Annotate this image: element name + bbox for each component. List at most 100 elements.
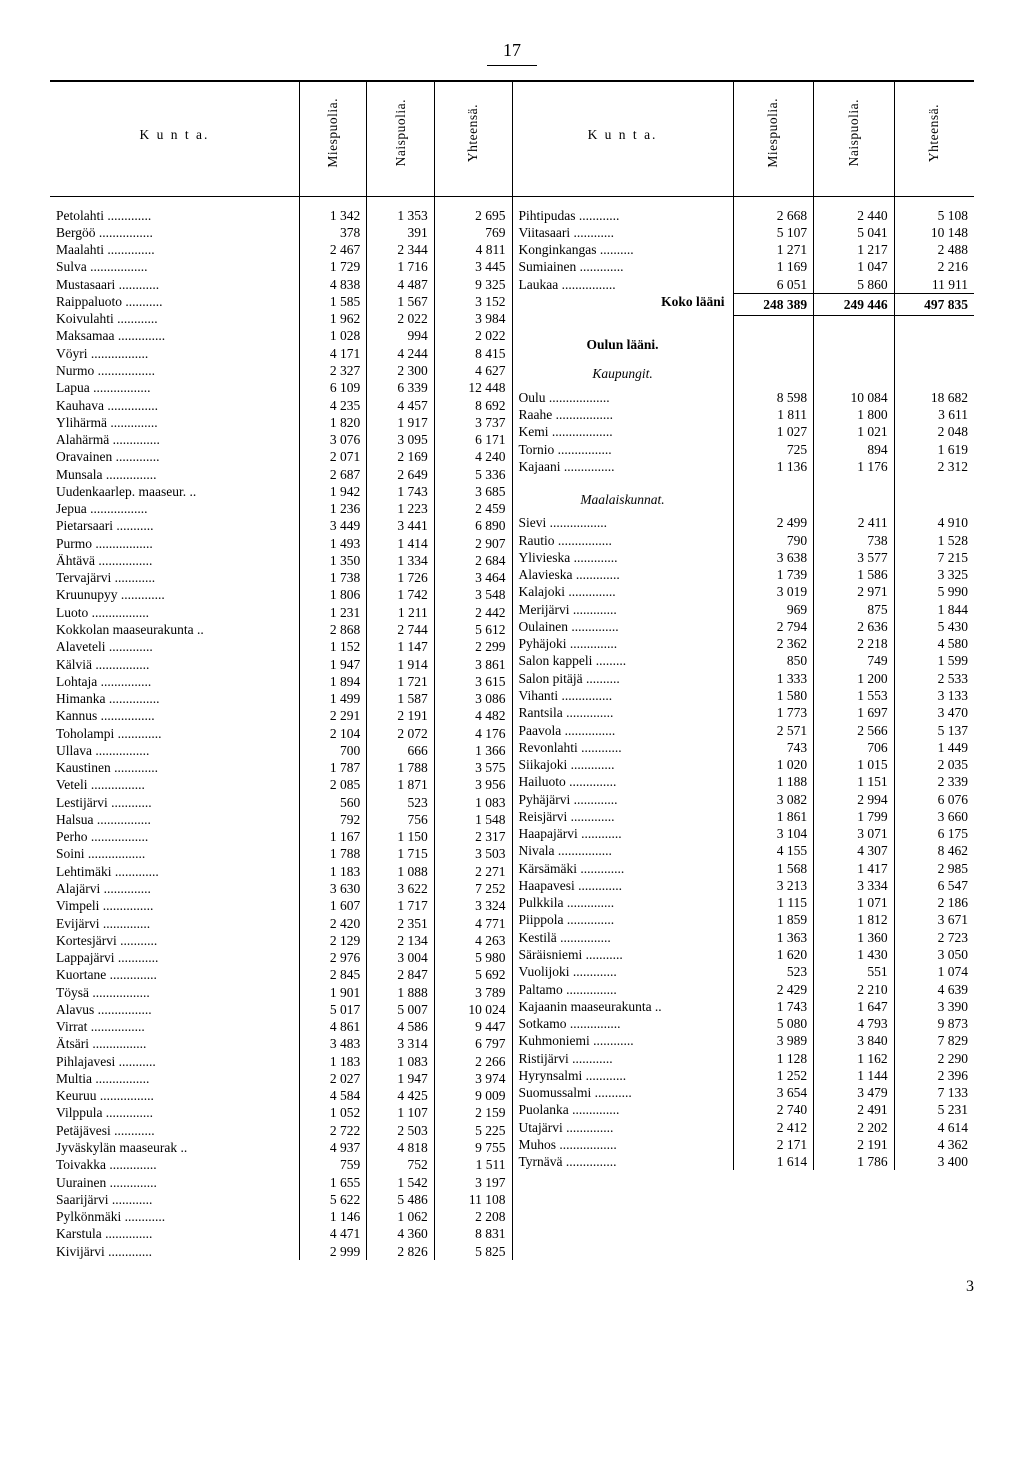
row-yht: 5 980 xyxy=(434,949,511,966)
row-yht: 3 671 xyxy=(894,911,974,928)
row-yht: 9 447 xyxy=(434,1018,511,1035)
row-name: Kalajoki .............. xyxy=(513,583,734,600)
table-row: Vihanti ...............1 5801 5533 133 xyxy=(513,687,975,704)
row-nais: 1 697 xyxy=(814,704,895,721)
table-row: Toivakka ..............7597521 511 xyxy=(50,1156,512,1173)
row-name: Lapua ................. xyxy=(50,379,299,396)
row-name: Puolanka .............. xyxy=(513,1101,734,1118)
row-name: Kruunupyy ............. xyxy=(50,586,299,603)
row-name: Kauhava ............... xyxy=(50,397,299,414)
row-mies: 850 xyxy=(733,652,814,669)
row-nais: 2 218 xyxy=(814,635,895,652)
section-label: Oulun lääni. xyxy=(513,326,734,359)
row-yht: 3 660 xyxy=(894,808,974,825)
row-mies: 2 412 xyxy=(733,1119,814,1136)
row-mies: 1 493 xyxy=(299,535,366,552)
row-mies: 4 861 xyxy=(299,1018,366,1035)
row-yht: 2 985 xyxy=(894,860,974,877)
row-name: Lehtimäki ............. xyxy=(50,863,299,880)
row-nais: 2 971 xyxy=(814,583,895,600)
row-mies: 1 169 xyxy=(733,258,814,275)
row-mies: 2 467 xyxy=(299,241,366,258)
row-name: Multia ................ xyxy=(50,1070,299,1087)
row-nais: 2 649 xyxy=(367,466,434,483)
row-nais: 1 914 xyxy=(367,656,434,673)
table-row: Alahärmä ..............3 0763 0956 171 xyxy=(50,431,512,448)
row-mies: 1 128 xyxy=(733,1050,814,1067)
row-nais: 1 217 xyxy=(814,241,895,258)
table-row: Ristijärvi ............1 1281 1622 290 xyxy=(513,1050,975,1067)
row-name: Koivulahti ............ xyxy=(50,310,299,327)
table-row: Ullava ................7006661 366 xyxy=(50,742,512,759)
table-row: Kalajoki ..............3 0192 9715 990 xyxy=(513,583,975,600)
row-name: Munsala ............... xyxy=(50,466,299,483)
row-name: Nivala ................ xyxy=(513,842,734,859)
table-row: Soini .................1 7881 7153 503 xyxy=(50,845,512,862)
row-nais: 2 847 xyxy=(367,966,434,983)
row-nais: 4 487 xyxy=(367,276,434,293)
table-row: Pihlajavesi ...........1 1831 0832 266 xyxy=(50,1053,512,1070)
row-mies: 3 449 xyxy=(299,517,366,534)
right-table: K u n t a. Miespuolia. Naispuolia. Yhtee… xyxy=(513,82,975,1170)
row-nais: 2 169 xyxy=(367,448,434,465)
row-yht: 3 152 xyxy=(434,293,511,310)
row-mies: 1 614 xyxy=(733,1153,814,1170)
row-mies: 4 937 xyxy=(299,1139,366,1156)
row-nais: 2 440 xyxy=(814,207,895,224)
table-row: Tervajärvi ............1 7381 7263 464 xyxy=(50,569,512,586)
table-row: Sumiainen .............1 1691 0472 216 xyxy=(513,258,975,275)
table-row: Hailuoto ..............1 1881 1512 339 xyxy=(513,773,975,790)
row-nais: 3 071 xyxy=(814,825,895,842)
row-yht: 2 442 xyxy=(434,604,511,621)
row-name: Kuhmoniemi ............ xyxy=(513,1032,734,1049)
row-yht: 1 074 xyxy=(894,963,974,980)
row-nais: 894 xyxy=(814,441,895,458)
row-mies: 2 027 xyxy=(299,1070,366,1087)
table-row: Virrat ................4 8614 5869 447 xyxy=(50,1018,512,1035)
row-mies: 3 654 xyxy=(733,1084,814,1101)
table-row: Lohtaja ...............1 8941 7213 615 xyxy=(50,673,512,690)
col-kunta: K u n t a. xyxy=(513,82,734,196)
row-mies: 743 xyxy=(733,739,814,756)
table-row: Paltamo ...............2 4292 2104 639 xyxy=(513,981,975,998)
row-nais: 2 994 xyxy=(814,791,895,808)
row-mies: 1 620 xyxy=(733,946,814,963)
table-row: Kauhava ...............4 2354 4578 692 xyxy=(50,397,512,414)
row-yht: 2 459 xyxy=(434,500,511,517)
row-name: Vöyri ................. xyxy=(50,345,299,362)
row-name: Uurainen .............. xyxy=(50,1174,299,1191)
row-yht: 4 240 xyxy=(434,448,511,465)
row-nais: 1 800 xyxy=(814,406,895,423)
row-name: Utajärvi .............. xyxy=(513,1119,734,1136)
table-row: Kannus ................2 2912 1914 482 xyxy=(50,707,512,724)
row-yht: 3 737 xyxy=(434,414,511,431)
table-row: Ätsäri ................3 4833 3146 797 xyxy=(50,1035,512,1052)
row-mies: 1 894 xyxy=(299,673,366,690)
row-name: Pyhäjärvi ............. xyxy=(513,791,734,808)
table-row: Veteli ................2 0851 8713 956 xyxy=(50,776,512,793)
row-nais: 2 503 xyxy=(367,1122,434,1139)
row-nais: 2 566 xyxy=(814,722,895,739)
columns-wrapper: K u n t a. Miespuolia. Naispuolia. Yhtee… xyxy=(50,80,974,1260)
row-yht: 8 692 xyxy=(434,397,511,414)
row-nais: 3 577 xyxy=(814,549,895,566)
row-mies: 5 080 xyxy=(733,1015,814,1032)
row-nais: 1 021 xyxy=(814,423,895,440)
row-yht: 3 445 xyxy=(434,258,511,275)
row-nais: 1 353 xyxy=(367,207,434,224)
row-mies: 4 155 xyxy=(733,842,814,859)
table-row: Himanka ...............1 4991 5873 086 xyxy=(50,690,512,707)
row-mies: 1 806 xyxy=(299,586,366,603)
row-mies: 1 729 xyxy=(299,258,366,275)
row-name: Maalahti .............. xyxy=(50,241,299,258)
row-nais: 3 479 xyxy=(814,1084,895,1101)
table-row: Kortesjärvi ...........2 1292 1344 263 xyxy=(50,932,512,949)
row-name: Ähtävä ................ xyxy=(50,552,299,569)
table-row: Halsua ................7927561 548 xyxy=(50,811,512,828)
row-yht: 7 252 xyxy=(434,880,511,897)
row-mies: 3 638 xyxy=(733,549,814,566)
row-yht: 2 312 xyxy=(894,458,974,475)
row-yht: 3 789 xyxy=(434,984,511,1001)
table-row: Kruunupyy .............1 8061 7423 548 xyxy=(50,586,512,603)
row-name: Kokkolan maaseurakunta .. xyxy=(50,621,299,638)
